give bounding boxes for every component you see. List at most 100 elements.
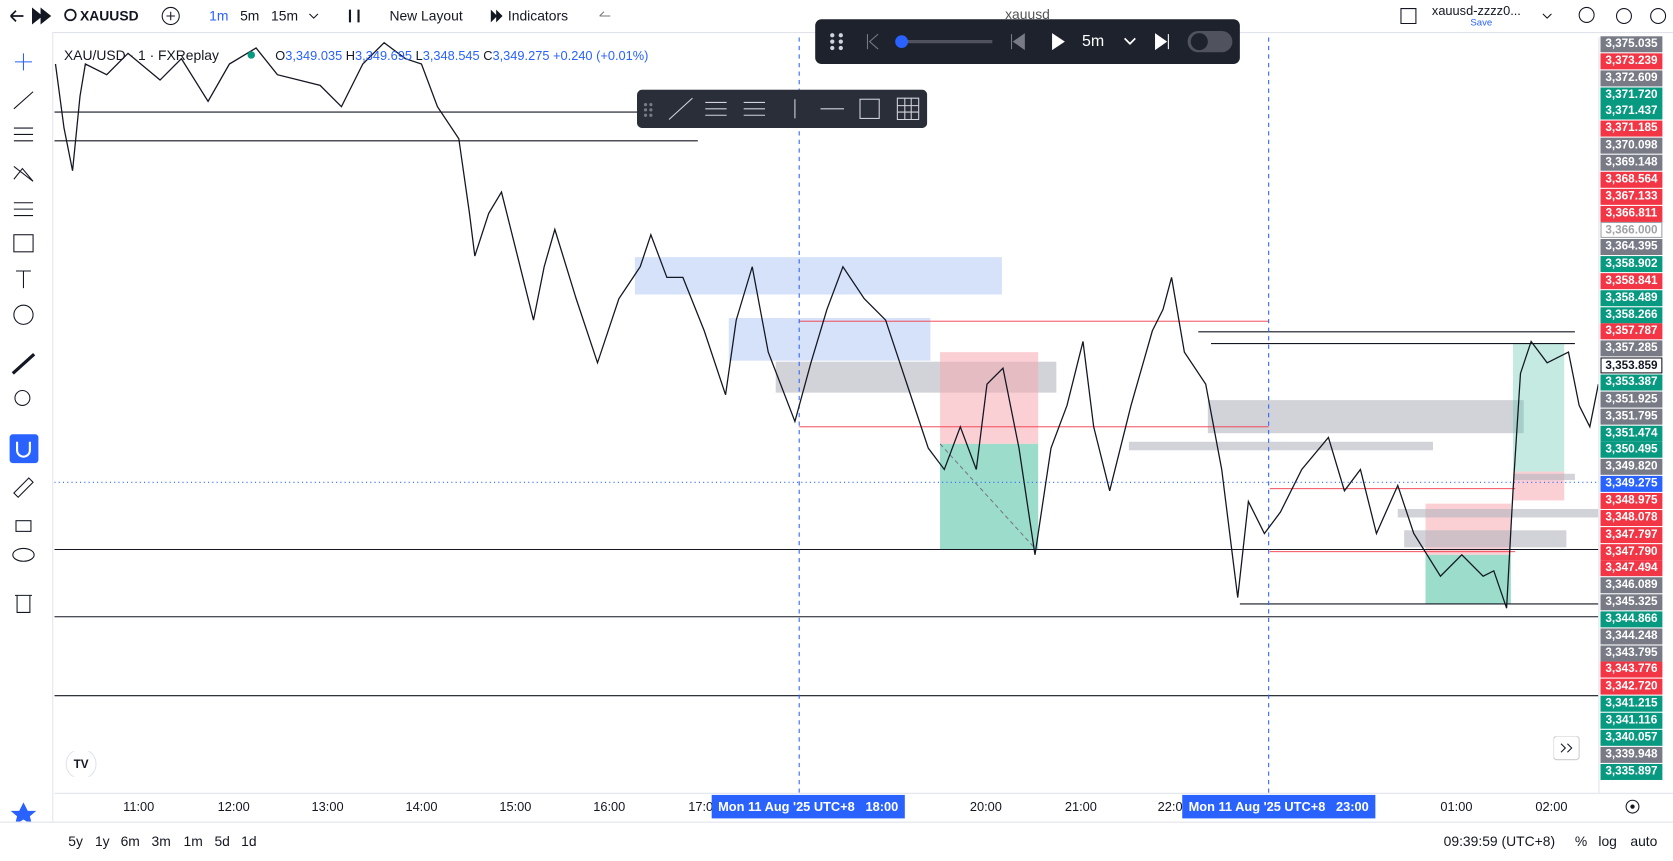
- price-label: 3,347.797: [1600, 526, 1663, 543]
- top-icons: [10, 6, 1667, 26]
- account[interactable]: xauusd-zzzz0...: [1431, 3, 1521, 19]
- price-label: 3,348.078: [1600, 509, 1663, 526]
- save[interactable]: Save: [1470, 17, 1493, 28]
- open: 3,349.035: [285, 48, 343, 63]
- crosshair-time: Mon 11 Aug '25 UTC+8 23:00: [1182, 794, 1376, 819]
- range-button[interactable]: 5d: [214, 833, 230, 850]
- price-label: 3,350.495: [1600, 442, 1663, 459]
- price-label: 3,366.000: [1600, 222, 1663, 239]
- price-label: 3,369.148: [1600, 154, 1663, 171]
- price-label: 3,347.790: [1600, 543, 1663, 560]
- price-label: 3,372.609: [1600, 70, 1663, 87]
- price-label: 3,346.089: [1600, 577, 1663, 594]
- price-label: 3,351.474: [1600, 425, 1663, 442]
- time-label: 20:00: [969, 799, 1002, 815]
- price-label: 3,357.285: [1600, 340, 1663, 357]
- price-label: 3,343.795: [1600, 645, 1663, 662]
- price-label: 3,349.820: [1600, 459, 1663, 476]
- layout-title: xauusd: [1005, 6, 1050, 23]
- scroll-right[interactable]: [1553, 736, 1582, 762]
- range-button[interactable]: 5y: [68, 833, 83, 850]
- price-label: 3,353.859: [1600, 357, 1663, 374]
- price-label: 3,341.215: [1600, 695, 1663, 712]
- high-label: H: [345, 48, 356, 63]
- replay-icons: [830, 30, 1233, 53]
- price-label: 3,358.841: [1600, 273, 1663, 290]
- open-label: O: [275, 48, 286, 63]
- close: 3,349.275: [492, 48, 550, 63]
- chart-canvas[interactable]: [54, 37, 1599, 793]
- price-label: 3,353.387: [1600, 374, 1663, 391]
- tv-logo: TV: [65, 751, 97, 777]
- close-label: C: [483, 48, 493, 63]
- price-label: 3,367.133: [1600, 188, 1663, 205]
- range-button[interactable]: 1m: [183, 833, 203, 850]
- crosshair-time: Mon 11 Aug '25 UTC+8 18:00: [711, 794, 905, 819]
- time-label: 12:00: [217, 799, 250, 815]
- range-button[interactable]: 3m: [151, 833, 171, 850]
- indicators-button[interactable]: Indicators: [507, 7, 569, 24]
- price-label: 3,335.897: [1600, 763, 1663, 780]
- replay-panel: 5m: [815, 19, 1240, 65]
- interval-button[interactable]: 5m: [240, 7, 260, 24]
- price-label: 3,370.098: [1600, 137, 1663, 154]
- price-label: 3,358.902: [1600, 256, 1663, 273]
- auto-toggle[interactable]: auto: [1630, 833, 1658, 850]
- price-label: 3,349.275: [1600, 475, 1663, 492]
- price-label: 3,341.116: [1600, 712, 1663, 729]
- replay-speed[interactable]: 5m: [1081, 32, 1105, 51]
- price-label: 3,347.494: [1600, 560, 1663, 577]
- clock: 09:39:59 (UTC+8): [1443, 833, 1556, 850]
- time-axis: [54, 792, 1673, 823]
- time-label: 16:00: [593, 799, 626, 815]
- time-label: 02:00: [1535, 799, 1568, 815]
- legend-symbol: XAU/USD · 1 · FXReplay: [64, 46, 219, 63]
- price-label: 3,368.564: [1600, 171, 1663, 188]
- high: 3,349.695: [355, 48, 413, 63]
- range-button[interactable]: 1d: [241, 833, 257, 850]
- price-label: 3,345.325: [1600, 594, 1663, 611]
- time-label: 11:00: [123, 799, 155, 815]
- time-label: 22:00: [1157, 799, 1190, 815]
- price-label: 3,375.035: [1600, 36, 1663, 53]
- price-label: 3,342.720: [1600, 678, 1663, 695]
- price-label: 3,343.776: [1600, 662, 1663, 679]
- settings[interactable]: [1622, 796, 1643, 817]
- interval-button[interactable]: 15m: [271, 7, 299, 24]
- log-toggle[interactable]: log: [1598, 833, 1617, 850]
- time-label: 21:00: [1064, 799, 1097, 815]
- price-label: 3,371.437: [1600, 103, 1663, 120]
- drawing-toolbar: [0, 32, 54, 822]
- time-label: 14:00: [405, 799, 438, 815]
- price-label: 3,344.866: [1600, 611, 1663, 628]
- price-label: 3,371.185: [1600, 120, 1663, 137]
- ohlc: O3,349.035 H3,349.695 L3,348.545 C3,349.…: [275, 48, 648, 63]
- bottom-bar: [0, 821, 1673, 861]
- price-label: 3,344.248: [1600, 628, 1663, 645]
- price-label: 3,357.787: [1600, 323, 1663, 340]
- floating-toolbar: [636, 89, 928, 129]
- interval-button[interactable]: 1m: [209, 7, 229, 24]
- price-label: 3,364.395: [1600, 239, 1663, 256]
- percent-toggle[interactable]: %: [1574, 833, 1588, 850]
- low: 3,348.545: [422, 48, 480, 63]
- price-label: 3,339.948: [1600, 746, 1663, 763]
- range-button[interactable]: 1y: [94, 833, 110, 850]
- change: +0.240 (+0.01%): [553, 48, 649, 63]
- price-label: 3,348.975: [1600, 492, 1663, 509]
- symbol[interactable]: XAUUSD: [80, 7, 139, 24]
- price-label: 3,366.811: [1600, 205, 1663, 222]
- price-label: 3,373.239: [1600, 53, 1663, 70]
- low-label: L: [415, 48, 423, 63]
- price-label: 3,371.720: [1600, 87, 1663, 104]
- price-label: 3,340.057: [1600, 729, 1663, 746]
- status-dot: [247, 51, 256, 59]
- layout-button[interactable]: New Layout: [389, 7, 463, 24]
- range-button[interactable]: 6m: [120, 833, 140, 850]
- price-label: 3,358.489: [1600, 289, 1663, 306]
- price-label: 3,351.795: [1600, 408, 1663, 425]
- price-label: 3,351.925: [1600, 391, 1663, 408]
- time-label: 01:00: [1440, 799, 1473, 815]
